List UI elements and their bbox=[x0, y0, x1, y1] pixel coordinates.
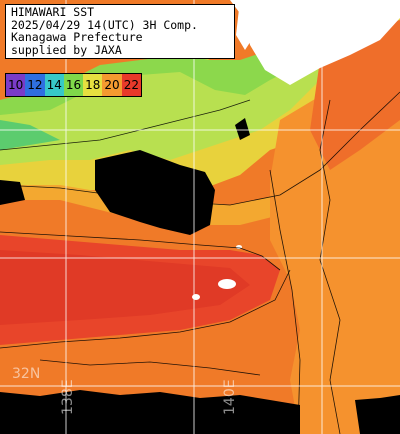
legend-item: 14 bbox=[44, 74, 64, 96]
lon-label-right: 140E bbox=[222, 379, 238, 415]
legend-item: 16 bbox=[63, 74, 84, 96]
title-line: HIMAWARI SST bbox=[11, 5, 95, 19]
legend-item: 12 bbox=[25, 74, 45, 96]
legend-item: 22 bbox=[121, 74, 141, 96]
lat-label: 32N bbox=[12, 366, 41, 382]
title-line: 2025/04/29 14(UTC) 3H Comp. bbox=[11, 17, 198, 32]
legend-item: 18 bbox=[83, 74, 103, 96]
title-line: supplied by JAXA bbox=[11, 42, 122, 57]
temperature-legend: 10 12 14 16 18 20 22 bbox=[5, 73, 142, 97]
legend-item: 10 bbox=[6, 74, 26, 96]
title-box: HIMAWARI SST 2025/04/29 14(UTC) 3H Comp.… bbox=[5, 4, 235, 59]
lon-label-left: 138E bbox=[60, 379, 76, 415]
legend-item: 20 bbox=[102, 74, 122, 96]
title-line: Kanagawa Prefecture bbox=[11, 30, 143, 45]
